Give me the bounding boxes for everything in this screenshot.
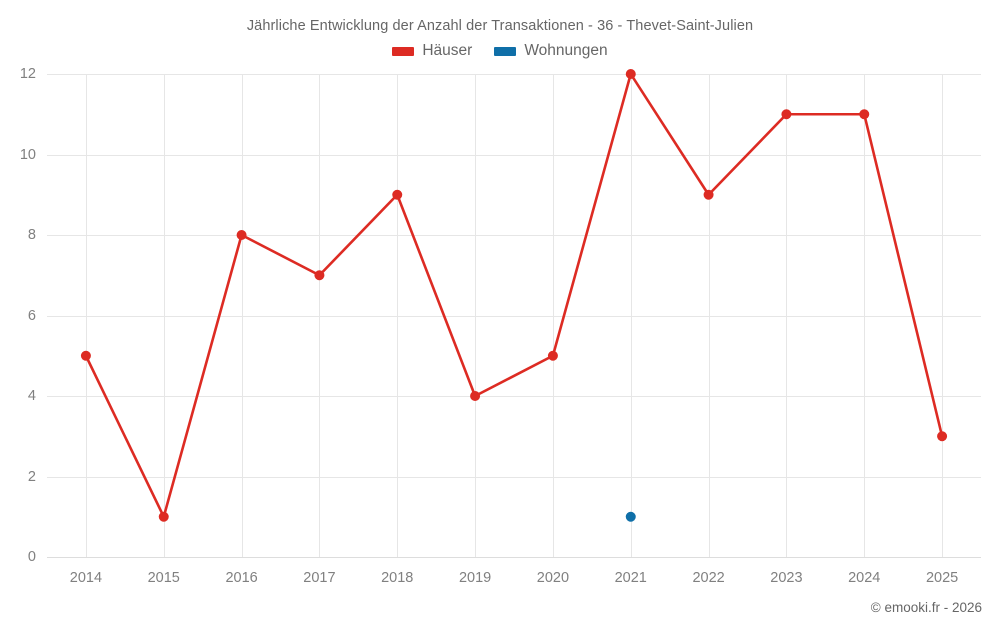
gridline-horizontal xyxy=(47,154,981,156)
x-axis-tick-label: 2022 xyxy=(692,570,725,586)
legend-item-series-1[interactable]: Wohnungen xyxy=(494,42,608,60)
legend-color-swatch-icon xyxy=(494,46,517,56)
data-point-marker[interactable] xyxy=(859,109,870,120)
gridline-vertical xyxy=(475,74,477,557)
series-1 xyxy=(625,511,636,522)
legend-color-swatch-icon xyxy=(392,46,415,56)
gridline-vertical xyxy=(942,74,944,557)
gridline-vertical xyxy=(163,74,165,557)
data-point-marker[interactable] xyxy=(625,511,636,522)
data-point-marker[interactable] xyxy=(158,511,169,522)
legend-item-series-0[interactable]: Häuser xyxy=(392,42,472,60)
chart-legend: Häuser Wohnungen xyxy=(0,42,1000,60)
gridline-horizontal xyxy=(47,557,981,558)
data-point-marker[interactable] xyxy=(781,109,792,120)
gridline-vertical xyxy=(552,74,554,557)
legend-item-label: Häuser xyxy=(422,42,473,59)
gridline-vertical xyxy=(241,74,243,557)
gridline-vertical xyxy=(319,74,321,557)
chart-title: Jährliche Entwicklung der Anzahl der Tra… xyxy=(246,18,754,34)
y-axis-tick-label: 12 xyxy=(19,66,36,82)
data-point-marker[interactable] xyxy=(470,391,481,401)
gridline-vertical xyxy=(786,74,788,557)
legend-item-label: Wohnungen xyxy=(524,42,608,59)
gridline-vertical xyxy=(85,74,87,557)
x-axis-tick-label: 2019 xyxy=(458,570,492,586)
x-axis-tick-label: 2014 xyxy=(69,570,103,586)
data-point-marker[interactable] xyxy=(547,350,558,361)
y-axis-tick-label: 6 xyxy=(27,307,36,324)
gridline-horizontal xyxy=(47,396,981,397)
gridline-horizontal xyxy=(47,74,981,75)
gridline-vertical xyxy=(397,74,399,557)
series-layer xyxy=(80,69,948,522)
gridline-vertical xyxy=(708,74,710,557)
y-axis-tick-label: 8 xyxy=(27,227,36,243)
gridline-horizontal xyxy=(47,476,981,478)
x-axis-tick-label: 2015 xyxy=(147,570,180,586)
footer-credit: © emooki.fr - 2026 xyxy=(870,600,982,615)
gridline-horizontal xyxy=(47,235,981,236)
x-axis-tick-label: 2023 xyxy=(770,570,803,586)
data-point-marker[interactable] xyxy=(625,69,636,79)
data-point-marker[interactable] xyxy=(236,230,247,240)
x-axis-tick-label: 2021 xyxy=(614,570,647,586)
x-axis-tick-label: 2017 xyxy=(303,570,336,586)
y-axis-tick-label: 0 xyxy=(27,549,36,565)
gridline-vertical xyxy=(864,74,866,557)
plot-area xyxy=(47,69,981,558)
series-0 xyxy=(80,69,948,522)
data-point-marker[interactable] xyxy=(392,189,403,200)
x-axis-tick-label: 2016 xyxy=(225,570,258,586)
gridline-vertical xyxy=(630,74,632,557)
y-axis-tick-label: 2 xyxy=(27,468,36,485)
x-axis-tick-label: 2024 xyxy=(848,570,881,586)
data-point-marker[interactable] xyxy=(703,189,714,200)
gridline-horizontal xyxy=(47,315,981,317)
series-line xyxy=(84,72,944,519)
x-axis-tick-label: 2018 xyxy=(381,570,414,586)
data-point-marker[interactable] xyxy=(80,350,91,361)
x-axis-tick-label: 2025 xyxy=(925,570,959,586)
data-point-marker[interactable] xyxy=(314,270,325,281)
y-axis-tick-label: 10 xyxy=(19,146,36,163)
y-axis-tick-label: 4 xyxy=(27,388,36,404)
data-point-marker[interactable] xyxy=(937,431,948,442)
x-axis-tick-label: 2020 xyxy=(536,570,570,586)
